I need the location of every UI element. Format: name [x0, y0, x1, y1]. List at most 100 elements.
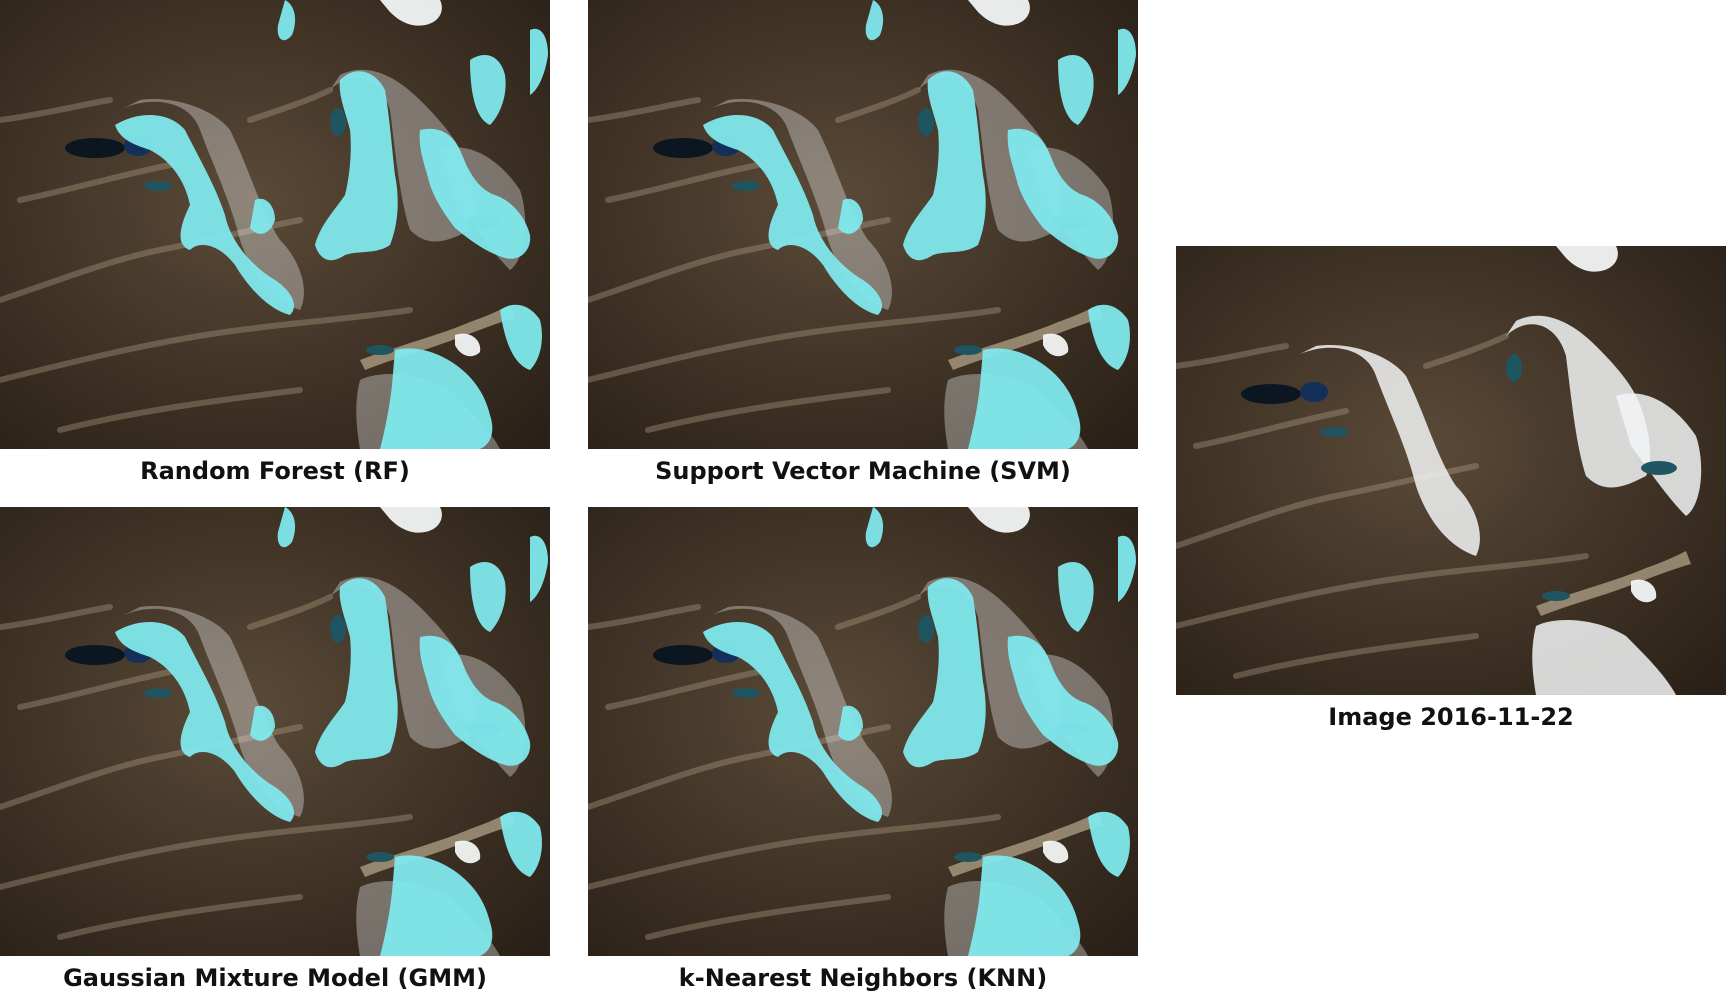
lake [918, 108, 934, 136]
snow-cover [120, 99, 304, 311]
ridge-line [247, 87, 333, 123]
glacier-mask [250, 198, 275, 234]
ridge-line [17, 162, 173, 203]
lake-dark [65, 645, 125, 665]
glacier-mask [419, 128, 531, 259]
lake [1641, 461, 1677, 475]
lake-dark [653, 645, 713, 665]
glacier-mask [470, 562, 506, 632]
snow-cover [1506, 315, 1651, 488]
lake-dark [65, 138, 125, 158]
ridge-line [0, 97, 113, 123]
glacier-mask [115, 621, 295, 822]
panel-support-vector-machine [588, 0, 1138, 449]
lake-blue [1300, 382, 1328, 402]
snow-cover [1296, 345, 1480, 556]
ridge-line [0, 814, 413, 890]
caption-satellite-image: Image 2016-11-22 [1328, 703, 1574, 731]
caption-gaussian-mixture-model: Gaussian Mixture Model (GMM) [63, 964, 487, 992]
ridge-line [588, 97, 701, 123]
river-valley [1536, 551, 1691, 616]
ridge-line [588, 814, 1001, 890]
ridge-line [645, 894, 891, 940]
glacier-mask [968, 348, 1081, 449]
glacier-mask [1058, 55, 1094, 125]
lake-dark [1241, 384, 1301, 404]
ridge-line [57, 387, 303, 433]
glacier-mask [115, 114, 295, 315]
glacier-mask [1118, 28, 1136, 95]
cloud-patch [455, 840, 481, 864]
cloud-patch [968, 507, 1030, 533]
cloud-patch [380, 0, 442, 26]
classification-map-gmm [0, 507, 550, 956]
lake [954, 345, 982, 355]
glacier-mask [530, 535, 548, 602]
glacier-mask [1118, 535, 1136, 602]
glacier-mask [703, 114, 883, 315]
classification-map-svm [588, 0, 1138, 449]
cloud-patch [380, 507, 442, 533]
lake [732, 181, 760, 191]
lake [1320, 427, 1348, 437]
snow-cover [708, 606, 892, 817]
panel-gaussian-mixture-model [0, 507, 550, 956]
snow-cover [1616, 393, 1702, 516]
ridge-line [605, 669, 761, 710]
ridge-line [247, 594, 333, 630]
glacier-mask [865, 507, 884, 548]
lake [732, 688, 760, 698]
ridge-line [645, 387, 891, 433]
lake [144, 181, 172, 191]
cloud-patch [968, 0, 1030, 26]
ridge-line [1233, 633, 1479, 679]
glacier-mask [703, 621, 883, 822]
snow-cover [120, 606, 304, 817]
snow-cover [1532, 620, 1676, 695]
ridge-line [0, 604, 113, 630]
cloud-patch [1631, 579, 1657, 603]
cloud-patch [1556, 246, 1618, 272]
panel-satellite-image [1176, 246, 1726, 695]
glacier-mask [1007, 128, 1119, 259]
ridge-line [588, 604, 701, 630]
ridge-line [588, 307, 1001, 383]
ridge-line [57, 894, 303, 940]
glacier-mask [903, 578, 986, 768]
lake-dark [653, 138, 713, 158]
glacier-mask [380, 348, 493, 449]
lake [366, 852, 394, 862]
lake [954, 852, 982, 862]
lake [330, 615, 346, 643]
lake [918, 615, 934, 643]
lake [144, 688, 172, 698]
glacier-mask [903, 71, 986, 261]
caption-random-forest: Random Forest (RF) [140, 457, 410, 485]
glacier-mask [865, 0, 884, 41]
glacier-mask [380, 855, 493, 956]
snow-cover [708, 99, 892, 311]
glacier-mask [470, 55, 506, 125]
ridge-line [0, 307, 413, 383]
glacier-mask [1088, 811, 1130, 877]
glacier-mask [277, 507, 296, 548]
glacier-mask [315, 71, 398, 261]
panel-random-forest [0, 0, 550, 449]
glacier-mask [500, 811, 542, 877]
lake [366, 345, 394, 355]
panel-k-nearest-neighbors [588, 507, 1138, 956]
cloud-patch [1043, 333, 1069, 357]
ridge-line [17, 669, 173, 710]
lake [330, 108, 346, 136]
satellite-image-2016-11-22 [1176, 246, 1726, 695]
glacier-mask [315, 578, 398, 768]
glacier-mask [500, 304, 542, 370]
classification-map-knn [588, 507, 1138, 956]
ridge-line [1176, 343, 1289, 369]
glacier-mask [968, 855, 1081, 956]
glacier-mask [277, 0, 296, 41]
glacier-mask [250, 705, 275, 741]
ridge-line [835, 594, 921, 630]
ridge-line [1176, 553, 1589, 629]
cloud-patch [1043, 840, 1069, 864]
